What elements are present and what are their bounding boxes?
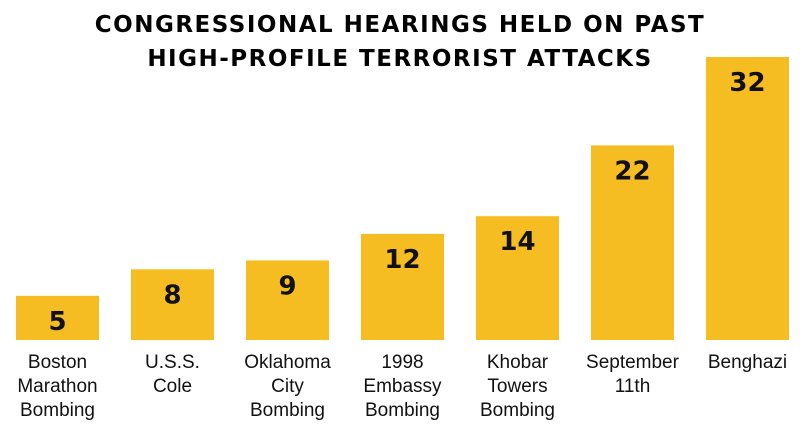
category-label-line: Marathon (17, 376, 97, 397)
bar-value-label-2: 8 (163, 280, 181, 310)
chart-title: CONGRESSIONAL HEARINGS HELD ON PAST HIGH… (0, 8, 800, 76)
bar-7 (706, 57, 789, 340)
category-label-6: September 11th (586, 352, 680, 397)
category-label-line: September (586, 352, 680, 373)
bar-1 (16, 295, 99, 340)
category-label-2: U.S.S. Cole (145, 352, 200, 397)
category-label-5: Khobar Towers Bombing (480, 352, 555, 421)
bar-value-label-7: 32 (729, 68, 765, 98)
category-label-line: 11th (615, 376, 651, 397)
category-label-line: Benghazi (708, 352, 787, 373)
bar-5 (476, 216, 559, 340)
category-label-line: Embassy (363, 376, 442, 397)
category-label-line: Bombing (480, 400, 555, 421)
category-label-3: Oklahoma City Bombing (244, 352, 331, 421)
bar-value-label-3: 9 (278, 271, 296, 301)
category-label-line: Bombing (20, 400, 95, 421)
bar-2 (131, 269, 214, 341)
bar-value-label-5: 14 (499, 227, 535, 257)
category-label-line: Cole (153, 376, 192, 397)
category-label-line: 1998 (381, 352, 423, 373)
chart-title-line-1: CONGRESSIONAL HEARINGS HELD ON PAST (94, 12, 706, 38)
category-label-line: Boston (28, 352, 87, 373)
category-label-1: Boston Marathon Bombing (17, 352, 97, 421)
bar-6 (591, 145, 674, 340)
bar-value-label-6: 22 (614, 156, 650, 186)
chart-title-line-2: HIGH-PROFILE TERRORIST ATTACKS (147, 46, 653, 72)
category-label-4: 1998 Embassy Bombing (363, 352, 442, 421)
category-label-line: Bombing (250, 400, 325, 421)
category-label-line: Oklahoma (244, 352, 331, 373)
bar-value-label-1: 5 (48, 307, 66, 337)
category-label-line: City (271, 376, 304, 397)
category-label-7: Benghazi (708, 352, 787, 373)
category-label-line: Khobar (487, 352, 549, 373)
category-label-line: Towers (487, 376, 547, 397)
category-label-line: Bombing (365, 400, 440, 421)
category-label-line: U.S.S. (145, 352, 200, 373)
bar-4 (361, 233, 444, 340)
bar-3 (246, 260, 329, 340)
bar-value-label-4: 12 (384, 245, 420, 275)
